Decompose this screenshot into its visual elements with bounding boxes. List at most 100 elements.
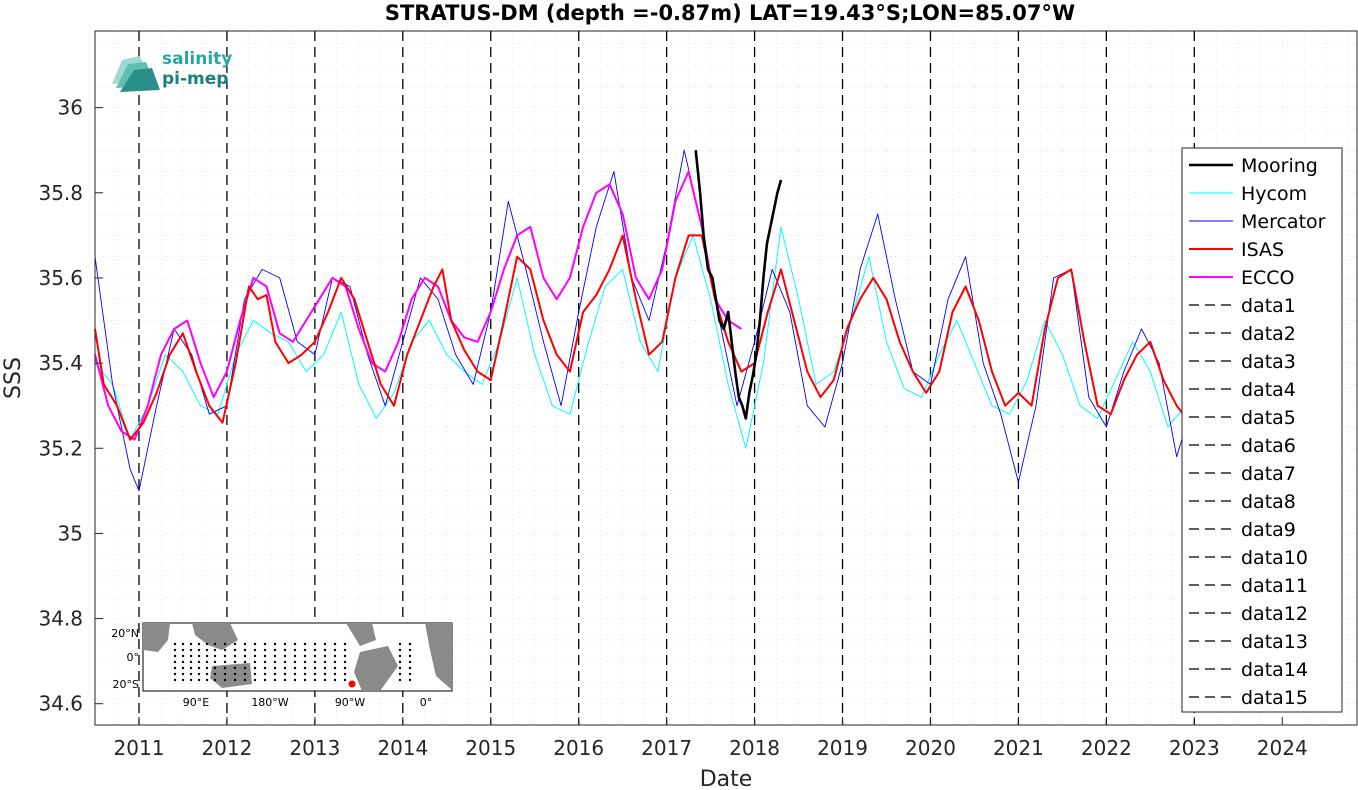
- inset-buoy-dot: [197, 648, 201, 652]
- series-line-mercator: [94, 149, 1195, 492]
- legend-label-hycom: Hycom: [1241, 183, 1307, 205]
- inset-buoy-dot: [323, 642, 327, 646]
- inset-buoy-dot: [233, 654, 237, 658]
- legend-label-data7: data7: [1241, 463, 1296, 485]
- inset-buoy-dot: [189, 654, 193, 658]
- logo-wave-shape-3: [120, 68, 160, 92]
- legend-label-data15: data15: [1241, 687, 1308, 709]
- inset-buoy-dot: [243, 672, 247, 676]
- inset-buoy-dot: [233, 678, 237, 682]
- x-tick-label: 2011: [114, 736, 165, 760]
- inset-buoy-dot: [181, 672, 185, 676]
- legend-label-data1: data1: [1241, 295, 1296, 317]
- inset-lon-label-0: 0°: [420, 696, 433, 709]
- inset-buoy-dot: [243, 678, 247, 682]
- inset-buoy-dot: [205, 648, 209, 652]
- inset-landmass-asia: [192, 623, 238, 650]
- inset-buoy-dot: [173, 648, 177, 652]
- series-line-mooring: [694, 150, 783, 420]
- legend: Mooring Hycom Mercator ISAS ECCO data1 data2 da…: [1181, 147, 1343, 713]
- inset-buoy-dot: [253, 672, 257, 676]
- inset-buoy-dot: [303, 660, 307, 664]
- plot-area: [95, 31, 1357, 725]
- y-tick-label: 35.8: [38, 181, 83, 205]
- inset-buoy-dot: [181, 678, 185, 682]
- inset-buoy-dot: [189, 678, 193, 682]
- inset-buoy-dot: [283, 648, 287, 652]
- inset-buoy-dot: [213, 642, 217, 646]
- inset-buoy-dot: [223, 654, 227, 658]
- logo-text-line2: pi-mep: [162, 69, 228, 89]
- inset-buoy-dot: [333, 678, 337, 682]
- inset-buoy-dot: [343, 672, 347, 676]
- inset-buoy-dot: [253, 648, 257, 652]
- inset-buoy-dot: [205, 660, 209, 664]
- inset-lon-label-180w: 180°W: [251, 696, 288, 709]
- inset-buoy-dot: [323, 648, 327, 652]
- inset-buoy-dot: [189, 672, 193, 676]
- inset-buoy-dot: [197, 660, 201, 664]
- x-tick-label: 2018: [729, 736, 780, 760]
- inset-buoy-dot: [343, 648, 347, 652]
- inset-buoy-dot: [333, 672, 337, 676]
- legend-label-data14: data14: [1241, 659, 1308, 681]
- inset-buoy-dot: [253, 678, 257, 682]
- inset-buoy-dot: [408, 654, 412, 658]
- inset-buoy-dot: [333, 642, 337, 646]
- inset-buoy-dot: [233, 672, 237, 676]
- x-tick-label: 2023: [1169, 736, 1220, 760]
- series-line-isas: [94, 234, 1191, 441]
- inset-buoy-dot: [233, 648, 237, 652]
- inset-buoy-dot: [333, 666, 337, 670]
- legend-items: Mooring Hycom Mercator ISAS ECCO data1 data2 da…: [1189, 155, 1326, 709]
- inset-buoy-dot: [263, 660, 267, 664]
- inset-buoy-dot: [303, 678, 307, 682]
- inset-buoy-dot: [173, 642, 177, 646]
- x-tick-label: 2013: [289, 736, 340, 760]
- inset-buoy-dot: [263, 648, 267, 652]
- inset-landmass-south-america: [354, 646, 398, 691]
- inset-buoy-dot: [303, 648, 307, 652]
- series-line-hycom: [94, 226, 1186, 449]
- inset-buoy-dot: [205, 672, 209, 676]
- inset-buoy-dot: [173, 654, 177, 658]
- salinity-pi-mep-logo: salinity pi-mep: [112, 49, 232, 92]
- inset-buoy-dot: [303, 666, 307, 670]
- y-tick-label: 35.6: [38, 266, 83, 290]
- inset-buoy-dot: [398, 666, 402, 670]
- inset-buoy-dot: [293, 660, 297, 664]
- y-axis-ticks: 34.6 34.8 35 35.2 35.4 35.6 35.8 36: [38, 96, 103, 716]
- inset-buoy-dot: [313, 648, 317, 652]
- inset-buoy-dot: [189, 648, 193, 652]
- inset-buoy-dot: [283, 654, 287, 658]
- inset-buoy-dot: [213, 672, 217, 676]
- y-tick-label: 35: [58, 521, 83, 545]
- y-tick-label: 36: [58, 96, 83, 120]
- inset-lat-label-0: 0°: [127, 651, 140, 664]
- legend-label-data11: data11: [1241, 575, 1308, 597]
- legend-label-mooring: Mooring: [1241, 155, 1318, 177]
- inset-buoy-dot: [273, 678, 277, 682]
- inset-buoy-dot: [263, 678, 267, 682]
- inset-buoy-dot: [213, 654, 217, 658]
- inset-landmass-north-america: [346, 623, 376, 646]
- inset-buoy-dot: [293, 648, 297, 652]
- chart-title: STRATUS-DM (depth =-0.87m) LAT=19.43°S;L…: [385, 1, 1075, 25]
- inset-buoy-dot: [343, 654, 347, 658]
- x-axis-ticks: 2011 2012 2013 2014 2015 2016 2017 2018 2019 2020…: [114, 717, 1308, 760]
- inset-buoy-dot: [243, 648, 247, 652]
- series-line-ecco: [94, 170, 742, 441]
- x-tick-label: 2014: [377, 736, 428, 760]
- inset-buoy-dot: [233, 666, 237, 670]
- inset-buoy-dot: [343, 678, 347, 682]
- inset-lon-label-90e: 90°E: [183, 696, 209, 709]
- inset-buoy-dot: [398, 672, 402, 676]
- legend-label-data8: data8: [1241, 491, 1296, 513]
- inset-buoy-dot: [293, 666, 297, 670]
- x-tick-label: 2022: [1081, 736, 1132, 760]
- inset-buoy-dot: [253, 642, 257, 646]
- inset-buoy-dot: [189, 642, 193, 646]
- inset-lon-label-90w: 90°W: [335, 696, 365, 709]
- inset-buoy-dot: [323, 672, 327, 676]
